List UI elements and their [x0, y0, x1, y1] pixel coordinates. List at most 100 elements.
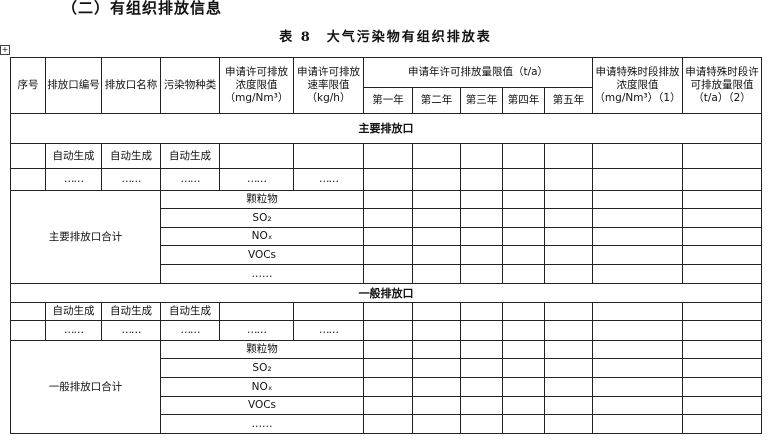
table-cell	[219, 143, 294, 169]
header-outlet-id: 排放口编号	[45, 57, 102, 114]
header-rate-limit: 申请许可排放速率限值（kg/h）	[293, 57, 364, 114]
table-cell	[412, 414, 461, 434]
total-row: ……	[11, 414, 762, 434]
table-cell	[412, 302, 461, 321]
table-cell	[682, 264, 762, 284]
total-label: 主要排放口合计	[10, 190, 161, 284]
table-move-handle-icon[interactable]: +	[0, 45, 10, 55]
total-pollutant: 颗粒物	[160, 190, 364, 209]
table-cell	[592, 414, 683, 434]
ellipsis-cell: ……	[160, 168, 220, 191]
table-cell	[293, 143, 364, 169]
table-cell	[363, 168, 413, 191]
table-cell	[219, 302, 294, 321]
table-cell	[682, 414, 762, 434]
header-year-4: 第四年	[502, 87, 545, 114]
table-cell	[460, 168, 503, 191]
table-cell	[502, 143, 545, 169]
ellipsis-cell: ……	[101, 168, 161, 191]
ellipsis-cell: ……	[160, 320, 220, 341]
table-cell	[460, 208, 503, 228]
header-outlet-name: 排放口名称	[101, 57, 161, 114]
table-cell	[592, 358, 683, 378]
emission-table: 序号 排放口编号 排放口名称 污染物种类 申请许可排放浓度限值（mg/Nm³） …	[10, 57, 762, 434]
table-cell	[502, 377, 545, 397]
table-cell	[682, 340, 762, 359]
table-cell	[363, 302, 413, 321]
table-cell	[412, 227, 461, 246]
seq-cell	[10, 143, 46, 169]
table-cell	[592, 396, 683, 415]
table-cell	[544, 208, 593, 228]
table-cell	[412, 264, 461, 284]
table-cell	[363, 414, 413, 434]
seq-cell	[10, 302, 46, 321]
ellipsis-cell: ……	[45, 168, 102, 191]
total-pollutant: ……	[160, 264, 364, 284]
section-header-row: 一般排放口	[10, 283, 762, 303]
total-row: NOₓ	[11, 377, 762, 397]
table-cell	[592, 143, 683, 169]
total-row: NOₓ	[11, 227, 762, 246]
table-cell	[363, 190, 413, 209]
table-row: …………………………	[10, 320, 762, 341]
table-cell	[412, 190, 461, 209]
table-cell	[460, 143, 503, 169]
ellipsis-cell: ……	[293, 168, 364, 191]
table-cell	[460, 227, 503, 246]
table-cell	[544, 396, 593, 415]
seq-cell	[10, 168, 46, 191]
ellipsis-cell: ……	[45, 320, 102, 341]
section-title: 一般排放口	[10, 283, 762, 303]
table-cell	[592, 340, 683, 359]
table-row: 自动生成 自动生成 自动生成	[10, 302, 762, 321]
header-year-3: 第三年	[460, 87, 503, 114]
table-cell	[682, 245, 762, 265]
total-pollutant: SO₂	[160, 358, 364, 378]
table-cell	[682, 302, 762, 321]
header-years-row: 第一年 第二年 第三年 第四年 第五年	[11, 87, 762, 114]
table-cell	[293, 302, 364, 321]
section-header-row: 主要排放口	[10, 113, 762, 144]
table-cell	[682, 143, 762, 169]
table-cell	[544, 377, 593, 397]
total-row: SO₂	[11, 358, 762, 378]
header-pollutant: 污染物种类	[160, 57, 220, 114]
header-special-amount: 申请特殊时段许可排放量限值（t/a）（2）	[682, 57, 762, 114]
table-cell	[412, 208, 461, 228]
table-cell	[460, 190, 503, 209]
header-seq: 序号	[10, 57, 46, 114]
table-cell	[412, 143, 461, 169]
total-pollutant: 颗粒物	[160, 340, 364, 359]
ellipsis-cell: ……	[101, 320, 161, 341]
total-row: VOCs	[11, 245, 762, 265]
table-cell	[460, 264, 503, 284]
total-row: 主要排放口合计 颗粒物	[10, 190, 762, 284]
total-pollutant: NOₓ	[160, 377, 364, 397]
table-cell	[502, 340, 545, 359]
table-cell	[502, 414, 545, 434]
table-cell	[412, 340, 461, 359]
table-cell	[363, 143, 413, 169]
table-caption: 表 8 大气污染物有组织排放表	[279, 30, 492, 45]
table-cell	[460, 320, 503, 341]
table-cell	[544, 264, 593, 284]
ellipsis-cell: ……	[219, 320, 294, 341]
table-cell	[682, 396, 762, 415]
table-cell	[502, 358, 545, 378]
header-conc-limit: 申请许可排放浓度限值（mg/Nm³）	[219, 57, 294, 114]
table-cell	[412, 358, 461, 378]
table-cell	[460, 377, 503, 397]
table-cell	[460, 302, 503, 321]
table-cell	[544, 302, 593, 321]
table-cell	[502, 302, 545, 321]
table-cell	[363, 320, 413, 341]
total-row: 一般排放口合计 颗粒物	[10, 340, 762, 434]
table-cell	[592, 320, 683, 341]
total-pollutant: SO₂	[160, 208, 364, 228]
table-cell	[502, 190, 545, 209]
table-cell	[592, 264, 683, 284]
table-cell	[363, 227, 413, 246]
table-cell	[544, 245, 593, 265]
auto-generated-cell: 自动生成	[160, 302, 220, 321]
